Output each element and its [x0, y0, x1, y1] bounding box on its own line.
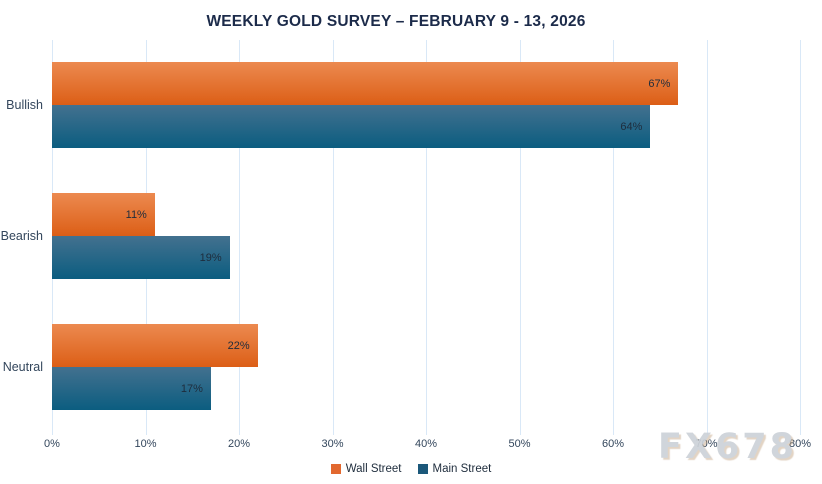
plot-area: 67% 64% 11% 19% 22% 17%: [52, 40, 801, 435]
legend-label: Main Street: [432, 463, 492, 475]
x-tick-label: 20%: [227, 438, 251, 450]
bar-bullish-wall-street: 67%: [52, 62, 679, 105]
legend-item-main-street: Main Street: [417, 463, 492, 475]
bar-value-label: 22%: [227, 339, 250, 352]
legend: Wall Street Main Street: [0, 463, 822, 475]
x-tick-label: 10%: [134, 438, 157, 450]
gridline: [519, 40, 521, 435]
bar-neutral-main-street: 17%: [52, 367, 211, 410]
category-label-neutral: Neutral: [2, 360, 43, 374]
x-tick-label: 60%: [601, 438, 625, 450]
x-tick-label: 40%: [414, 438, 438, 450]
bar-bullish-main-street: 64%: [52, 105, 651, 148]
bar-value-label: 64%: [620, 120, 643, 133]
legend-swatch-icon: [417, 464, 428, 474]
gridline: [800, 40, 801, 435]
gridline: [426, 40, 427, 435]
x-tick-label: 30%: [321, 438, 344, 450]
x-tick-label: 70%: [695, 438, 718, 450]
bar-value-label: 19%: [199, 251, 222, 264]
bar-neutral-wall-street: 22%: [52, 324, 258, 367]
gridline: [706, 40, 708, 435]
gridline: [332, 40, 334, 435]
x-tick-label: 50%: [508, 438, 531, 450]
bar-group-bearish: 11% 19%: [52, 193, 800, 279]
chart-title: WEEKLY GOLD SURVEY – FEBRUARY 9 - 13, 20…: [206, 13, 586, 30]
y-axis-category-labels: Bullish Bearish Neutral: [0, 0, 46, 484]
gridline: [239, 40, 240, 435]
bar-value-label: 11%: [125, 208, 147, 221]
x-axis: 0% 10% 20% 30% 40% 50% 60% 70% 80%: [44, 438, 811, 454]
bar-value-label: 67%: [648, 77, 671, 90]
category-label-bearish: Bearish: [0, 229, 43, 243]
bar-bearish-main-street: 19%: [52, 236, 230, 279]
x-tick-label: 80%: [788, 438, 812, 450]
x-tick-label: 0%: [44, 438, 60, 450]
bar-bearish-wall-street: 11%: [52, 193, 155, 236]
legend-swatch-icon: [330, 464, 341, 474]
bar-group-bullish: 67% 64%: [52, 62, 800, 148]
legend-label: Wall Street: [345, 463, 402, 475]
legend-item-wall-street: Wall Street: [330, 463, 402, 475]
category-label-bullish: Bullish: [6, 98, 43, 112]
bar-group-neutral: 22% 17%: [52, 324, 800, 410]
gridline: [613, 40, 614, 435]
bar-value-label: 17%: [180, 382, 203, 395]
